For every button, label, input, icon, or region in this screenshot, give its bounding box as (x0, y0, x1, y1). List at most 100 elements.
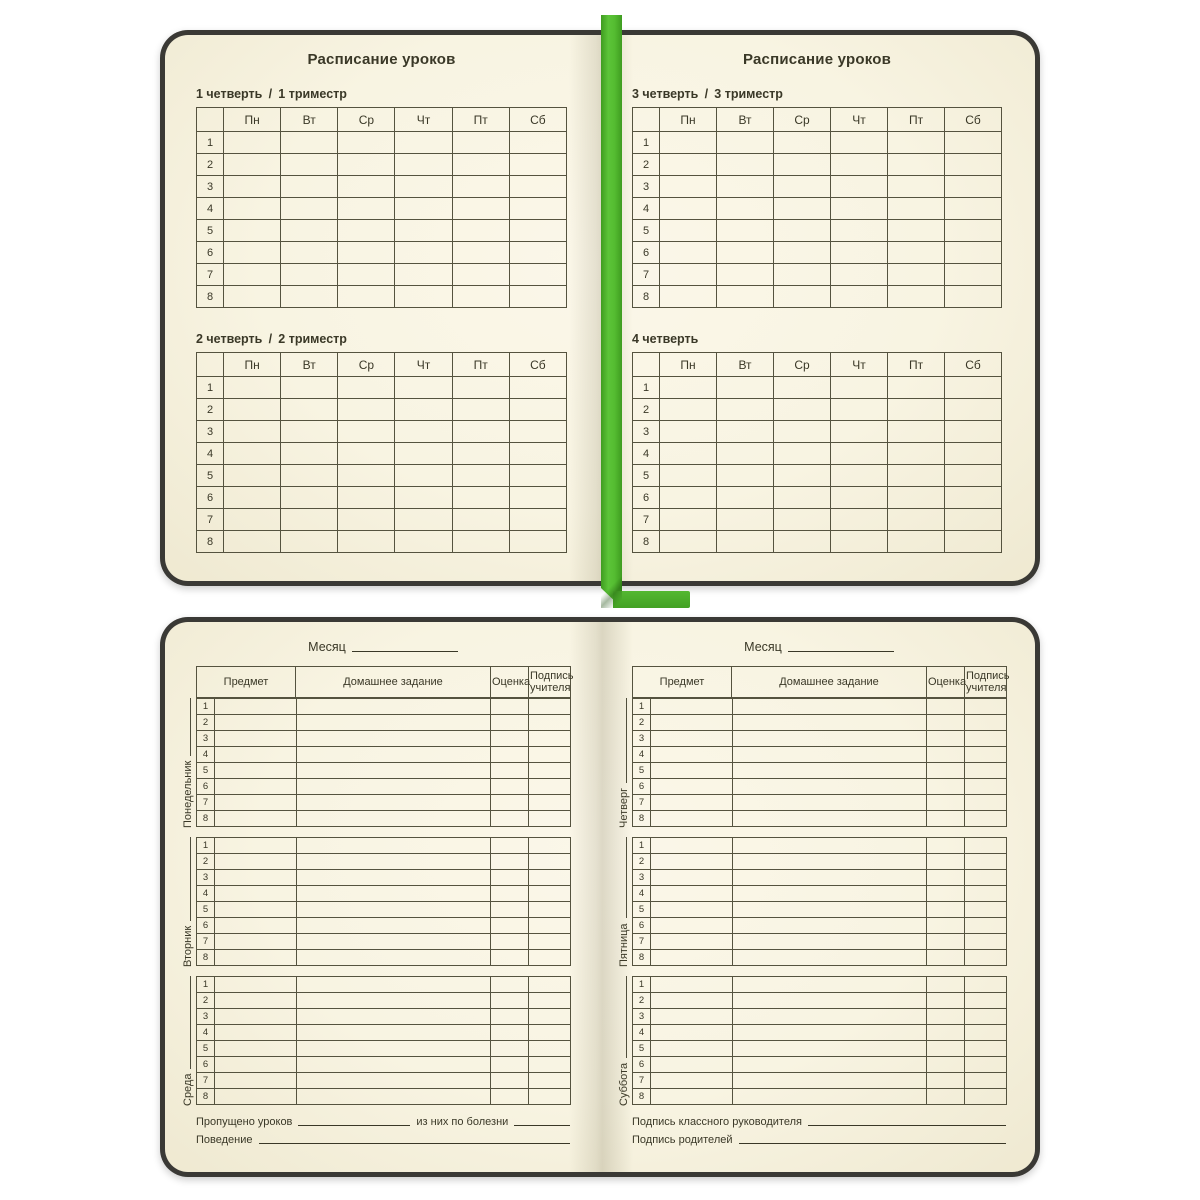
schedule-cell (830, 241, 888, 264)
lesson-number: 8 (632, 1088, 651, 1105)
lesson-number: 8 (196, 285, 224, 308)
teacher-sign-cell (964, 885, 1007, 902)
diary-page-right: Месяц Предмет Домашнее задание Оценка Подпи… (618, 622, 1010, 1172)
schedule-cell (944, 131, 1002, 154)
subject-cell (650, 901, 733, 918)
schedule-cell (280, 241, 339, 264)
subject-cell (650, 714, 733, 731)
grade-cell (926, 933, 965, 950)
day-name: Понедельник (182, 760, 194, 828)
homework-cell (296, 1088, 491, 1105)
weekday-header: Ср (773, 352, 831, 377)
schedule-cell (716, 420, 774, 443)
schedule-cell (659, 398, 717, 421)
schedule-cell (716, 285, 774, 308)
schedule-cell (394, 285, 453, 308)
schedule-cell (508, 420, 568, 443)
grade-cell (490, 730, 529, 747)
teacher-sign-cell (528, 837, 571, 854)
homework-cell (732, 1008, 927, 1025)
lesson-number: 2 (196, 153, 224, 176)
homework-cell (732, 1024, 927, 1041)
grade-cell (490, 885, 529, 902)
teacher-sign-cell (964, 810, 1007, 827)
homework-cell (732, 698, 927, 715)
grade-cell (926, 730, 965, 747)
schedule-cell (451, 131, 510, 154)
schedule-cell (337, 219, 396, 242)
schedule-cell (887, 131, 945, 154)
lesson-number: 5 (196, 1040, 215, 1057)
lesson-number: 3 (632, 730, 651, 747)
subject-cell (214, 698, 297, 715)
homework-cell (296, 698, 491, 715)
schedule-cell (508, 508, 568, 531)
behavior-label: Поведение (196, 1134, 253, 1146)
homework-cell (296, 837, 491, 854)
homework-cell (296, 794, 491, 811)
subject-cell (214, 917, 297, 934)
lesson-number: 3 (196, 1008, 215, 1025)
teacher-sign-cell (964, 869, 1007, 886)
weekday-header: Чт (830, 352, 888, 377)
teacher-sign-cell (528, 730, 571, 747)
grade-cell (490, 1088, 529, 1105)
schedule-cell (830, 464, 888, 487)
homework-cell (296, 1008, 491, 1025)
schedule-cell (222, 285, 282, 308)
schedule-cell (830, 263, 888, 286)
lesson-number: 3 (632, 420, 660, 443)
lesson-number: 4 (196, 746, 215, 763)
schedule-cell (280, 219, 339, 242)
schedule-cell (716, 442, 774, 465)
schedule-cell (716, 530, 774, 553)
schedule-cell (222, 153, 282, 176)
lesson-number: 7 (196, 933, 215, 950)
homework-cell (296, 917, 491, 934)
schedule-cell (773, 530, 831, 553)
grade-cell (926, 992, 965, 1009)
month-row: Месяц (632, 640, 1006, 654)
schedule-cell (394, 131, 453, 154)
schedule-cell (451, 464, 510, 487)
grade-cell (926, 810, 965, 827)
subject-cell (214, 746, 297, 763)
schedule-cell (944, 376, 1002, 399)
month-write-line (787, 651, 894, 652)
lesson-number: 6 (196, 486, 224, 509)
grade-cell (926, 976, 965, 993)
schedule-cell (337, 241, 396, 264)
schedule-cell (394, 197, 453, 220)
schedule-cell (887, 197, 945, 220)
schedule-cell (716, 486, 774, 509)
day-block-1: Четверг12345678 (618, 698, 1007, 828)
quarter-label: 2 четверть / 2 триместр (196, 332, 347, 346)
schedule-cell (716, 153, 774, 176)
day-date-line (190, 837, 191, 921)
homework-cell (296, 933, 491, 950)
lesson-number: 1 (196, 976, 215, 993)
schedule-cell (773, 376, 831, 399)
quarter-block-1: 1 четверть / 1 триместр Пн Вт Ср Чт Пт Сб 1 2 3 4… (196, 87, 568, 308)
subject-cell (650, 810, 733, 827)
schedule-cell (222, 420, 282, 443)
schedule-cell (508, 241, 568, 264)
schedule-cell (944, 420, 1002, 443)
page-title: Расписание уроков (743, 51, 891, 68)
teacher-sign-cell (964, 933, 1007, 950)
schedule-cell (337, 285, 396, 308)
weekday-header: Вт (716, 352, 774, 377)
grade-cell (490, 1040, 529, 1057)
subject-cell (214, 949, 297, 966)
schedule-cell (451, 285, 510, 308)
schedule-cell (944, 219, 1002, 242)
lesson-number: 4 (632, 1024, 651, 1041)
schedule-cell (222, 464, 282, 487)
lesson-number: 8 (632, 810, 651, 827)
schedule-cell (337, 197, 396, 220)
grade-cell (490, 869, 529, 886)
grade-cell (490, 778, 529, 795)
lesson-number: 6 (632, 1056, 651, 1073)
lesson-number: 8 (196, 949, 215, 966)
